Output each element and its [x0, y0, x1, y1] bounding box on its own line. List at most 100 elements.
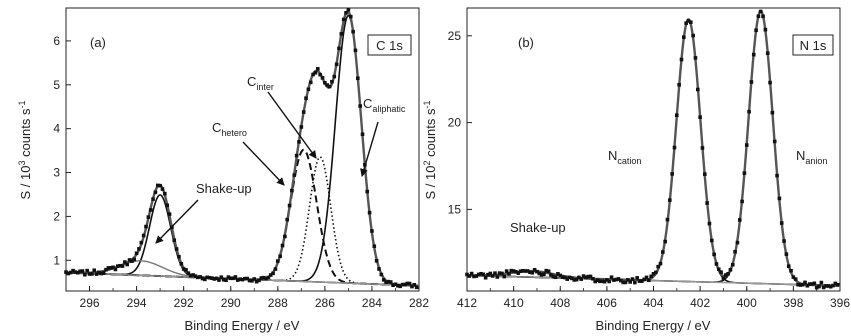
data-point	[99, 271, 104, 276]
data-point	[233, 275, 238, 279]
data-point	[186, 271, 191, 275]
data-point	[779, 221, 784, 225]
data-point	[742, 171, 747, 175]
data-point	[285, 217, 290, 222]
data-point	[612, 278, 616, 282]
data-point	[108, 265, 113, 270]
data-point	[544, 268, 549, 273]
data-point	[532, 268, 537, 272]
data-point	[474, 274, 479, 278]
data-point	[214, 276, 219, 281]
data-point	[560, 275, 565, 279]
data-point	[158, 183, 162, 188]
data-point	[210, 276, 214, 280]
data-point	[784, 252, 789, 256]
data-point	[707, 221, 712, 226]
data-point	[756, 14, 761, 19]
data-point	[761, 14, 765, 19]
data-point	[254, 279, 259, 284]
data-point	[630, 277, 635, 281]
data-point	[584, 275, 588, 280]
data-point	[635, 276, 639, 280]
data-point	[488, 271, 493, 276]
data-point	[714, 262, 719, 266]
data-point	[97, 270, 101, 275]
data-point	[167, 212, 172, 216]
data-point	[791, 275, 796, 279]
data-point	[195, 275, 200, 280]
data-point	[572, 278, 577, 282]
data-point	[396, 283, 400, 288]
data-point	[807, 282, 812, 286]
data-point	[670, 172, 674, 176]
data-point	[705, 201, 709, 205]
data-point	[621, 280, 625, 285]
data-point	[83, 272, 87, 277]
data-point	[504, 269, 509, 273]
data-point	[702, 172, 707, 176]
data-point	[203, 277, 207, 282]
data-point	[80, 269, 85, 273]
data-point	[407, 281, 412, 286]
data-point	[179, 262, 184, 266]
x-tick-label: 288	[268, 296, 288, 310]
region-label-box: N 1s	[792, 34, 834, 56]
data-point	[481, 272, 486, 277]
y-axis-label: S / 103 counts s-1	[17, 100, 33, 199]
data-point	[730, 262, 735, 267]
data-point	[400, 282, 405, 287]
data-point	[177, 254, 181, 259]
data-point	[261, 275, 266, 280]
data-point	[188, 273, 193, 278]
data-point	[224, 278, 228, 282]
data-point	[290, 188, 294, 193]
data-point	[586, 274, 591, 279]
data-point	[327, 84, 332, 89]
data-point	[518, 269, 523, 274]
x-tick-label: 410	[504, 296, 524, 310]
data-point	[388, 280, 393, 284]
y-axis-label: S / 102 counts s-1	[422, 100, 438, 199]
data-point	[85, 268, 89, 273]
data-point	[619, 278, 623, 283]
data-point	[654, 270, 658, 275]
data-point	[266, 275, 271, 280]
annotation-c-hetero: Chetero	[212, 120, 247, 138]
data-point	[642, 277, 646, 282]
panel-label: (b)	[518, 35, 534, 50]
data-point	[71, 268, 75, 273]
data-point	[283, 234, 287, 239]
x-axis-label: Binding Energy / eV	[185, 318, 300, 333]
data-point	[521, 268, 525, 273]
data-point	[689, 20, 693, 25]
data-point	[570, 276, 574, 281]
data-point	[556, 272, 560, 276]
data-layer	[465, 9, 841, 290]
data-point	[311, 72, 315, 77]
data-point	[726, 271, 730, 276]
data-point	[782, 239, 786, 243]
annotation-c-aliphatic: Caliphatic	[363, 96, 406, 114]
data-point	[155, 183, 160, 188]
y-tick-label: 6	[53, 34, 60, 48]
data-point	[605, 278, 609, 282]
data-point	[770, 110, 775, 115]
data-point	[747, 109, 751, 114]
data-point	[579, 277, 584, 281]
data-point	[92, 268, 97, 273]
data-point	[772, 139, 777, 144]
data-point	[410, 284, 414, 289]
data-point	[509, 268, 514, 273]
data-point	[682, 35, 686, 39]
data-point	[800, 282, 805, 287]
y-tick-label: 15	[448, 202, 462, 216]
data-point	[384, 280, 388, 285]
data-point	[250, 279, 254, 283]
data-point	[775, 173, 779, 178]
data-point	[353, 48, 358, 53]
data-point	[651, 271, 656, 276]
axis-ticks: 412 410 408 406 404 402 400 398 396 15 20 25	[448, 29, 851, 310]
component-shake-up	[65, 194, 419, 287]
x-tick-label: 292	[174, 296, 194, 310]
